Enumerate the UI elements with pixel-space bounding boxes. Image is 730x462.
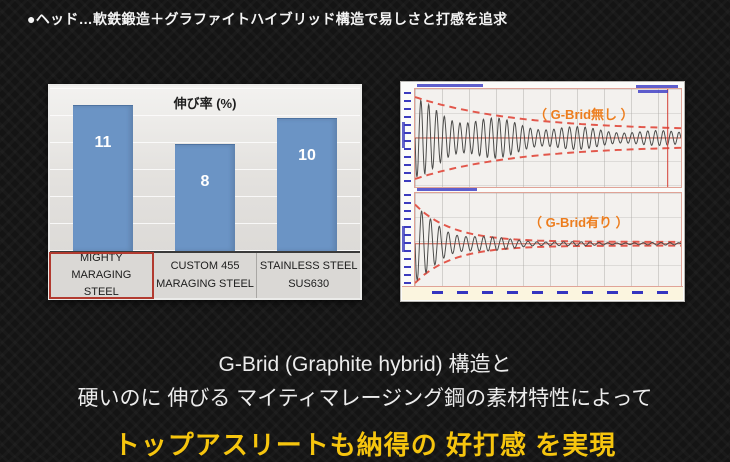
vibration-waveform [415,99,681,177]
y-tick [404,148,411,150]
x-tick-label [657,291,668,294]
category-label: CUSTOM 455 MARAGING STEEL [152,253,257,298]
decay-envelope-lower [415,146,681,180]
x-tick-label [507,291,518,294]
oscillogram-without-gbrid [414,88,682,188]
footer-text-block: G-Brid (Graphite hybrid) 構造と 硬いのに 伸びる マイ… [0,348,730,462]
y-tick [404,180,411,182]
y-tick [404,172,411,174]
y-tick [404,164,411,166]
y-tick [404,234,411,236]
y-tick [404,282,411,284]
oscillogram-label-with: （ G-Brid有り ） [529,215,629,230]
y-tick [404,266,411,268]
bar-group: 11 8 10 [52,86,358,251]
x-tick-label [582,291,593,294]
y-tick [404,132,411,134]
y-tick [404,242,411,244]
y-tick [404,108,411,110]
bar-column: 8 [154,86,256,251]
bar-chart-x-axis-line [50,251,360,253]
bar: 11 [73,105,133,251]
vibration-charts-panel: （ G-Brid無し ） （ G-Brid有り ） [400,81,685,302]
bar-value-label: 10 [298,147,316,164]
bar: 10 [277,118,337,251]
decay-envelope-upper [415,203,681,243]
x-tick-label [557,291,568,294]
bar-value-label: 8 [200,173,210,190]
bar: 8 [175,144,235,251]
micro-y-axis-title [402,122,405,148]
micro-text [638,90,668,93]
category-label: STAINLESS STEEL SUS630 [256,253,360,298]
micro-text [417,84,483,87]
y-tick [404,156,411,158]
x-tick-label [532,291,543,294]
decay-envelope-upper [415,96,681,130]
footer-line-1: G-Brid (Graphite hybrid) 構造と [218,353,512,376]
headline: ●ヘッド…軟鉄鍛造＋グラファイトハイブリッド構造で易しさと打感を追求 [27,11,508,27]
bar-column: 10 [256,86,358,251]
y-tick [404,202,411,204]
footer-line-2: 硬いのに 伸びる マイティマレージング鋼の素材特性によって [77,387,653,410]
y-tick [404,274,411,276]
y-tick [404,210,411,212]
category-label: MIGHTY MARAGING STEEL [49,252,154,299]
y-tick [404,218,411,220]
y-tick [404,140,411,142]
bar-chart-plot-area: 11 8 10 [50,86,360,251]
micro-y-axis-title [402,226,405,252]
x-tick-label [482,291,493,294]
oscillogram-label-without: （ G-Brid無し ） [534,107,634,122]
oscillogram-with-gbrid [414,192,682,288]
oscillogram-x-axis-strip [402,286,683,300]
x-tick-label [607,291,618,294]
x-tick-label [432,291,443,294]
bar-value-label: 11 [94,134,112,151]
y-tick [404,194,411,196]
micro-text [636,85,678,88]
bar-chart-title: 伸び率 (%) [173,96,237,111]
decay-envelope-lower [415,244,681,284]
footer-highlight: トップアスリートも納得の 好打感 を実現 [113,430,617,460]
y-tick [404,250,411,252]
bar-column: 11 [52,86,154,251]
micro-text [417,188,477,191]
y-tick [404,124,411,126]
y-tick [404,226,411,228]
y-tick [404,92,411,94]
y-tick [404,100,411,102]
elongation-bar-chart-panel: 伸び率 (%) 11 8 10 MIGHTY MARAGING STEEL CUSTO… [48,84,362,300]
x-tick-label [632,291,643,294]
bar-chart-category-labels: MIGHTY MARAGING STEEL CUSTOM 455 MARAGING… [49,252,360,299]
x-tick-label [457,291,468,294]
vibration-waveform [415,210,681,282]
y-tick [404,116,411,118]
y-tick [404,258,411,260]
